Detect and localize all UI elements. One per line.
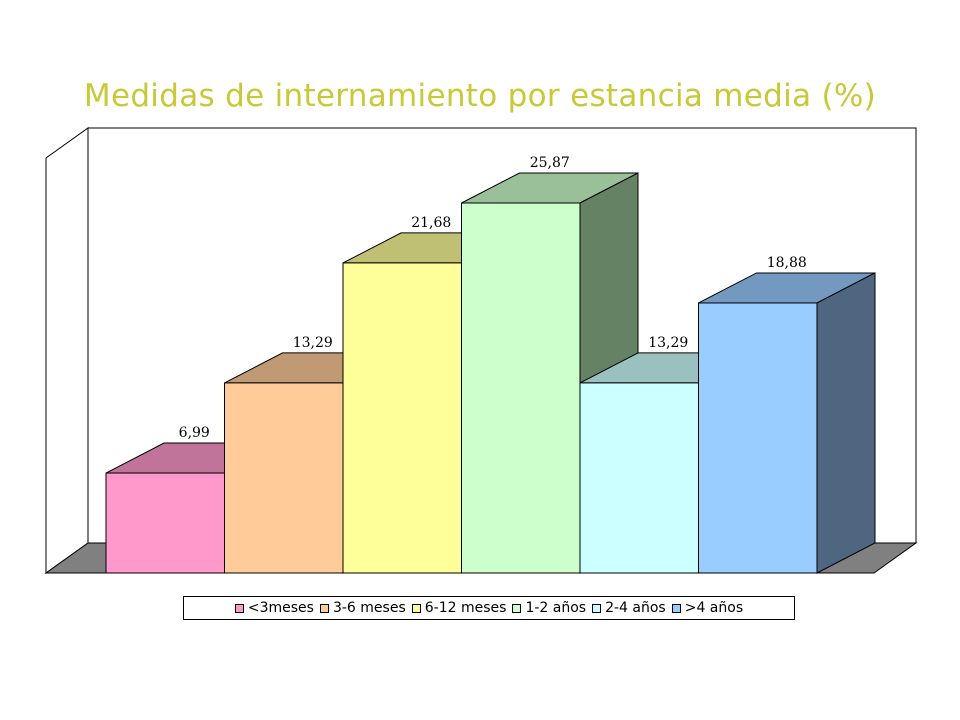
legend-swatch <box>234 603 244 613</box>
value-label: 25,87 <box>530 155 570 171</box>
legend-item: 2-4 años <box>592 600 666 616</box>
chart-title: Medidas de internamiento por estancia me… <box>83 78 877 114</box>
legend-label: <3meses <box>247 600 314 616</box>
legend-swatch <box>671 603 681 613</box>
value-label: 18,88 <box>767 255 807 271</box>
bar-side <box>816 272 876 574</box>
value-label: 13,29 <box>648 335 688 351</box>
legend: <3meses 3-6 meses 6-12 meses 1-2 años 2-4 añ… <box>183 596 795 620</box>
bars-group <box>105 172 876 574</box>
legend-label: 3-6 meses <box>332 600 406 616</box>
value-labels-group: 6,99 13,29 21,68 25,87 13,29 18,88 <box>179 155 807 441</box>
legend-label: 6-12 meses <box>424 600 507 616</box>
legend-item: 3-6 meses <box>319 600 406 616</box>
value-label: 6,99 <box>179 425 210 441</box>
legend-swatch <box>411 603 421 613</box>
legend-label: >4 años <box>684 600 744 616</box>
bar-front <box>105 472 225 574</box>
side-wall <box>45 127 89 574</box>
legend-item: 1-2 años <box>512 600 586 616</box>
bar-front <box>342 262 462 574</box>
legend-label: 2-4 años <box>605 600 666 616</box>
value-label: 21,68 <box>411 215 451 231</box>
legend-item: 6-12 meses <box>411 600 507 616</box>
legend-item: <3meses <box>234 600 314 616</box>
value-label: 13,29 <box>293 335 333 351</box>
legend-swatch <box>319 603 329 613</box>
bar-front <box>698 302 818 574</box>
legend-swatch <box>592 603 602 613</box>
bar-front <box>461 202 581 574</box>
legend-item: >4 años <box>671 600 744 616</box>
bar-front <box>224 382 344 574</box>
legend-label: 1-2 años <box>525 600 587 616</box>
bar-6 <box>698 272 876 574</box>
bar-front <box>579 382 699 574</box>
legend-swatch <box>512 603 522 613</box>
